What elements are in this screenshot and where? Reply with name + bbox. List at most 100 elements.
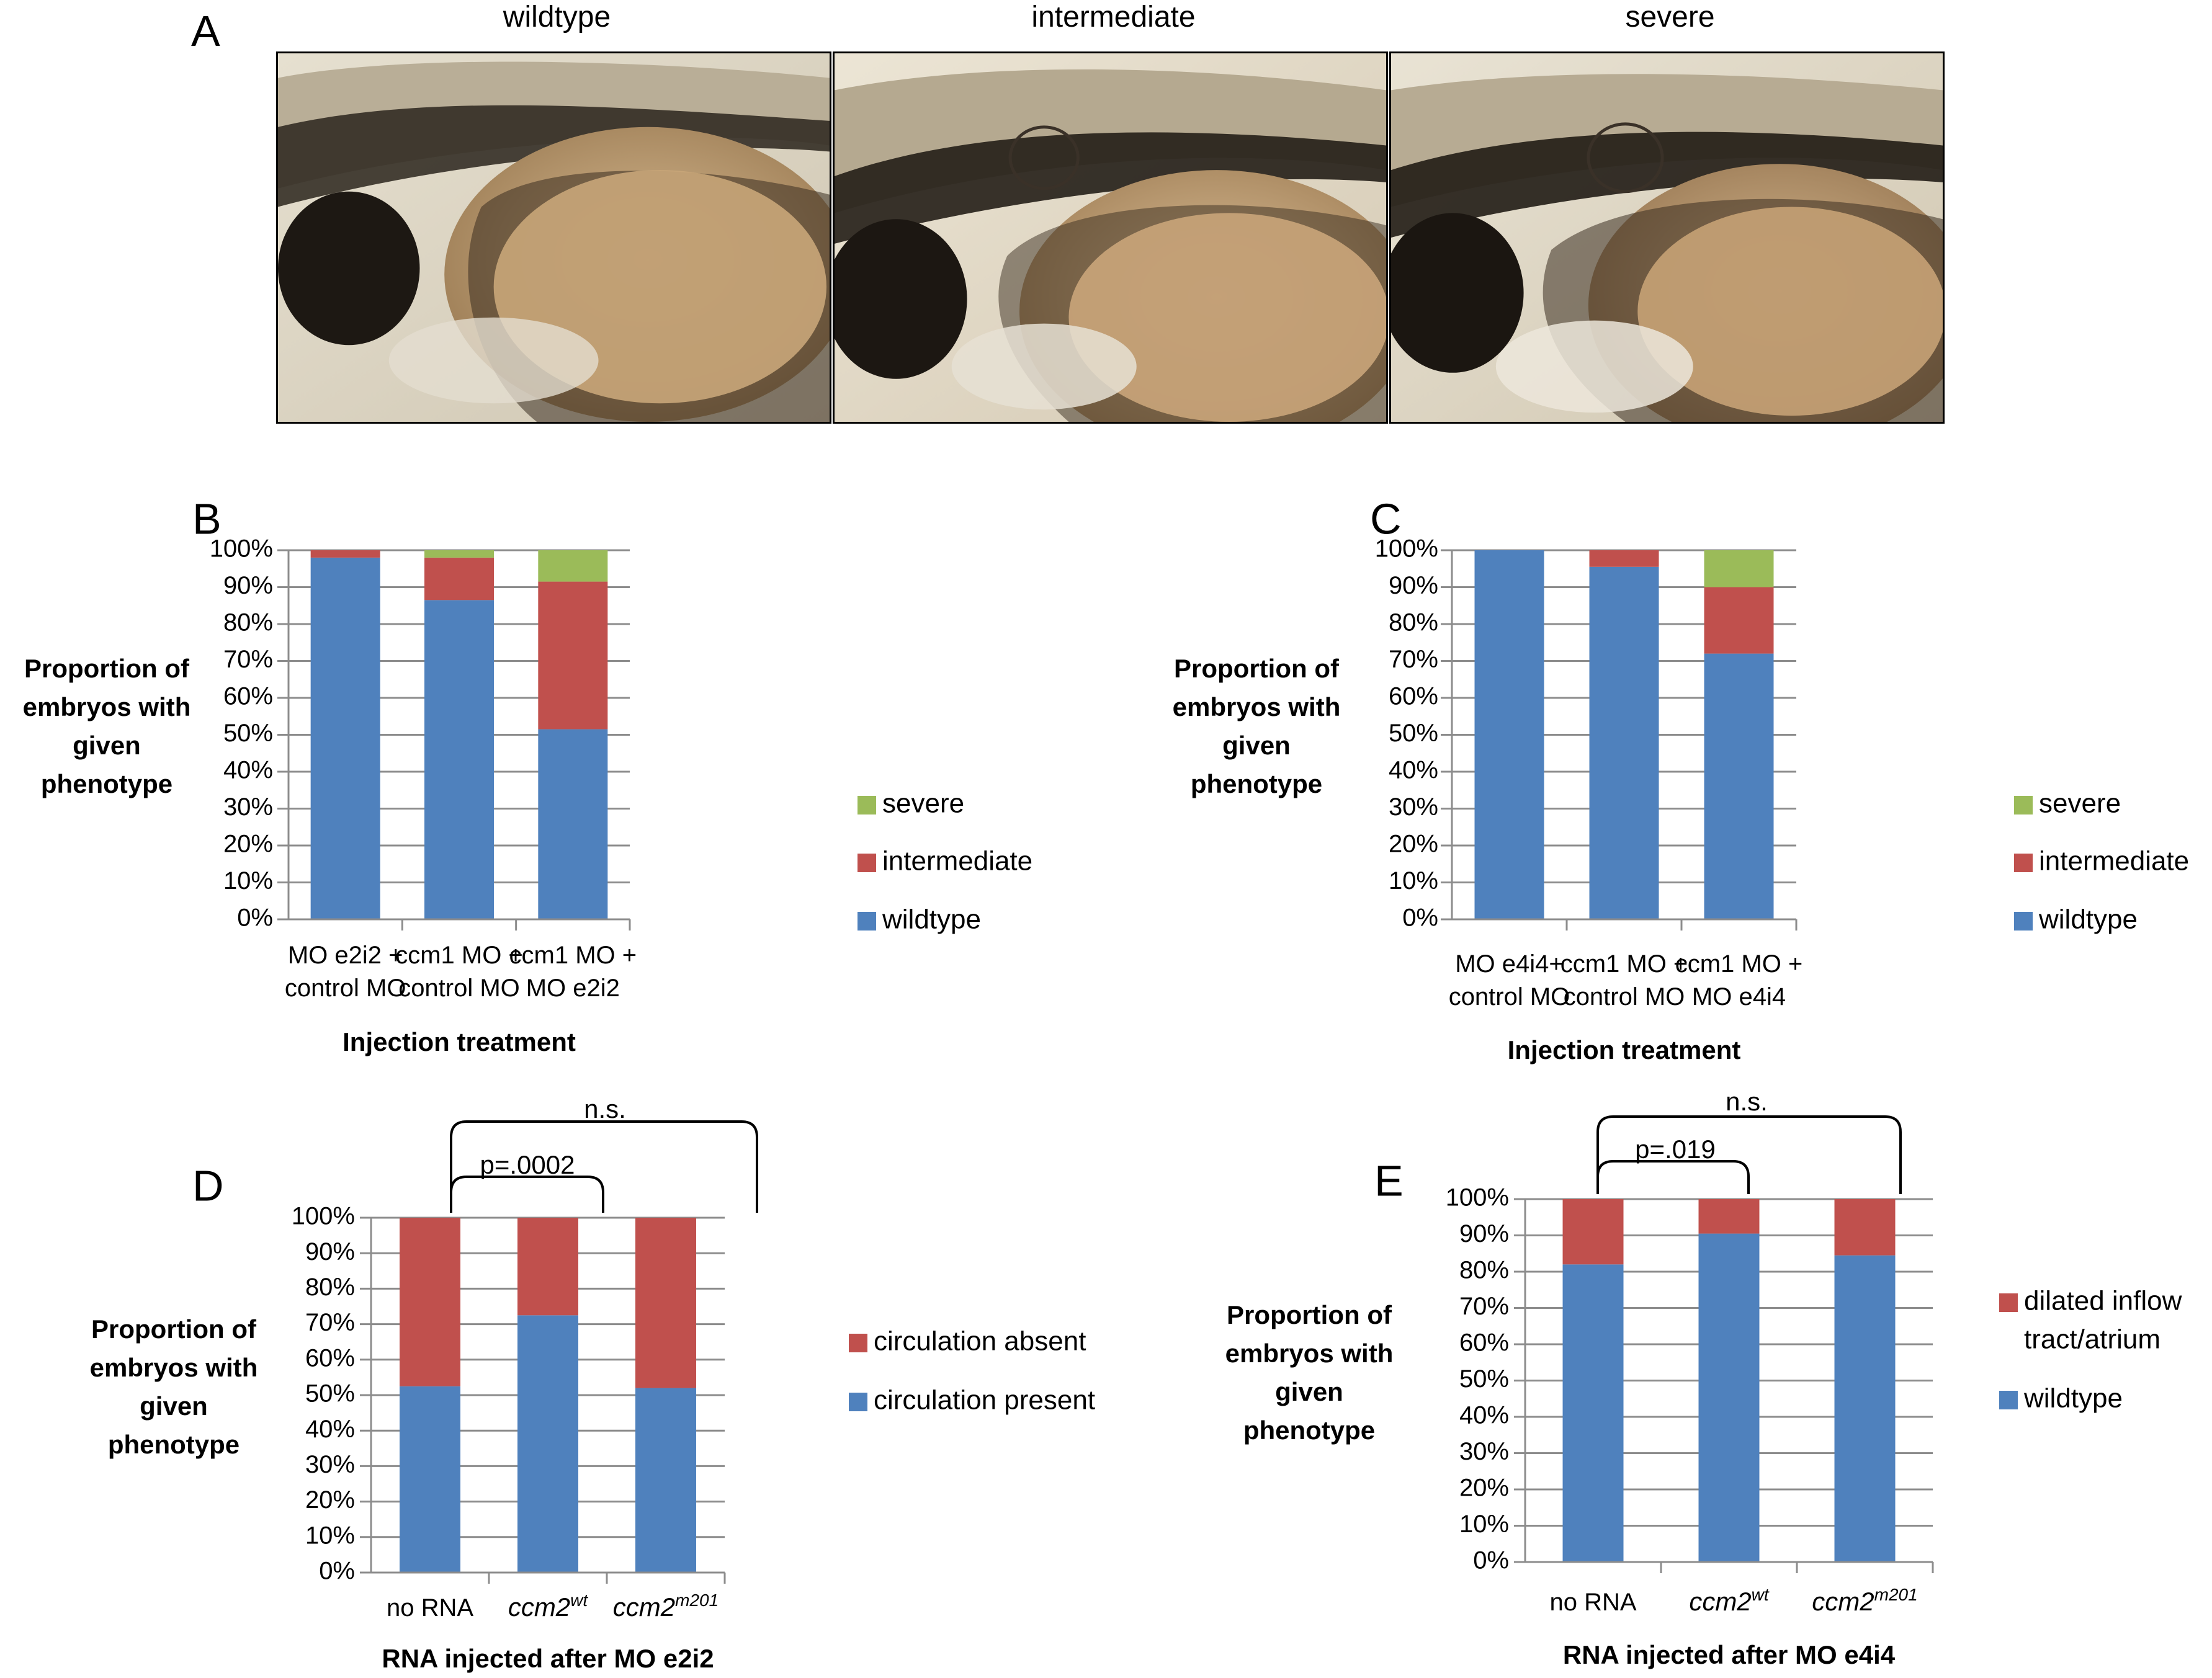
y-tick-label: 90% (305, 1238, 355, 1265)
y-tick-label: 30% (1389, 793, 1438, 821)
y-tick-label: 0% (319, 1558, 355, 1585)
y-tick-label: 0% (1473, 1547, 1509, 1574)
significance-bracket (450, 1176, 604, 1213)
photo-title-intermediate: intermediate (1031, 1, 1196, 33)
chart-b: B 0% 10% 20% 30% 40% 50% 60% 70% 80% 90% 100% Propor… (23, 494, 1033, 1056)
legend-swatch (849, 1334, 867, 1352)
x-category-label: control MO (1564, 983, 1685, 1011)
x-category-label: control MO (398, 975, 520, 1002)
photo-title-wildtype: wildtype (503, 1, 611, 33)
legend-label: wildtype (2023, 1383, 2123, 1414)
y-tick-label: 30% (223, 793, 273, 821)
bar-wildtype (1834, 1255, 1896, 1562)
y-tick-label: 0% (237, 904, 273, 932)
bar-intermediate (1704, 587, 1774, 654)
x-category-label: ccm1 MO + (509, 942, 637, 969)
y-axis-label: given (1275, 1377, 1343, 1406)
y-tick-label: 20% (1389, 831, 1438, 858)
x-category-label: MO e2i2 (526, 975, 620, 1002)
bar-wildtype (1704, 653, 1774, 919)
x-axis-title: RNA injected after MO e4i4 (1563, 1640, 1896, 1669)
legend-swatch (857, 854, 876, 872)
y-tick-label: 80% (1389, 609, 1438, 636)
x-axis-title: Injection treatment (1508, 1035, 1741, 1064)
legend-swatch (857, 912, 876, 930)
x-category-label: control MO (285, 975, 406, 1002)
legend-label: circulation absent (874, 1326, 1086, 1357)
y-tick-label: 50% (223, 720, 273, 747)
chart-c: C 0% 10% 20% 30% 40% 50% 60% 70% 80% 90% 100% Propor… (1173, 494, 2190, 1064)
y-tick-label: 20% (305, 1486, 355, 1514)
y-tick-label: 50% (1389, 720, 1438, 747)
legend-label: tract/atrium (2024, 1324, 2161, 1355)
y-tick-label: 40% (1459, 1402, 1509, 1429)
bar-intermediate (310, 550, 380, 558)
legend-label: intermediate (2039, 846, 2189, 877)
y-axis-label: Proportion of (1174, 654, 1340, 683)
y-axis-label: embryos with (1225, 1339, 1394, 1368)
y-tick-label: 60% (1459, 1329, 1509, 1357)
bar-wildtype (1698, 1233, 1760, 1562)
bar-dilated-inflow-tract-atrium (1698, 1199, 1760, 1234)
y-tick-label: 90% (223, 572, 273, 599)
significance-bracket (1596, 1160, 1750, 1194)
y-tick-label: 70% (223, 646, 273, 673)
y-tick-label: 90% (1459, 1220, 1509, 1247)
y-tick-label: 50% (305, 1380, 355, 1408)
photo-title-severe: severe (1625, 1, 1715, 33)
bar-wildtype (1589, 566, 1659, 919)
legend-label: intermediate (882, 846, 1032, 877)
y-tick-label: 30% (1459, 1438, 1509, 1465)
y-axis-label: phenotype (1243, 1416, 1375, 1445)
bar-wildtype (1562, 1264, 1624, 1562)
legend-swatch (2014, 912, 2033, 930)
significance-label: p=.019 (1635, 1135, 1716, 1164)
y-axis-label: phenotype (108, 1430, 240, 1459)
legend-swatch (849, 1393, 867, 1411)
bar-wildtype (424, 600, 494, 919)
x-category-label: MO e2i2 + (288, 942, 403, 969)
legend-swatch (2014, 854, 2033, 872)
bar-wildtype (538, 729, 608, 919)
legend-label: wildtype (2038, 904, 2138, 935)
legend-swatch (1999, 1293, 2018, 1312)
y-tick-label: 30% (305, 1451, 355, 1478)
bar-dilated-inflow-tract-atrium (1834, 1199, 1896, 1256)
y-axis-label: embryos with (23, 692, 191, 721)
bar-wildtype (310, 557, 380, 919)
y-tick-label: 10% (305, 1522, 355, 1549)
x-category-label: control MO (1449, 983, 1570, 1011)
bar-circulation-present (517, 1315, 578, 1573)
x-category-label: no RNA (1549, 1589, 1636, 1616)
y-tick-label: 80% (305, 1274, 355, 1301)
y-tick-label: 20% (1459, 1475, 1509, 1502)
y-axis-label: phenotype (41, 769, 172, 798)
y-tick-label: 70% (305, 1309, 355, 1336)
bar-wildtype (1474, 550, 1544, 919)
legend-label: wildtype (882, 904, 981, 935)
y-axis-label: embryos with (90, 1353, 258, 1382)
y-tick-label: 70% (1459, 1293, 1509, 1320)
y-tick-label: 40% (1389, 757, 1438, 784)
bar-intermediate (538, 581, 608, 730)
legend-label: severe (882, 788, 964, 819)
x-axis-title: Injection treatment (343, 1027, 576, 1056)
y-tick-label: 10% (1389, 867, 1438, 895)
legend-swatch (2014, 796, 2033, 814)
chart-e: E 0% 10% 20% 30% 40% 50% 60% 70% 80% 90% 100% Propor… (1225, 1087, 2182, 1669)
y-tick-label: 100% (292, 1203, 355, 1230)
bar-circulation-absent (635, 1218, 696, 1388)
x-category-label: ccm2m201 (613, 1591, 719, 1622)
x-category-label: ccm2wt (1689, 1585, 1770, 1616)
panel-letter-b: B (192, 494, 222, 543)
y-tick-label: 40% (305, 1416, 355, 1443)
y-tick-label: 40% (223, 757, 273, 784)
y-tick-label: 10% (223, 867, 273, 895)
y-tick-label: 60% (305, 1344, 355, 1372)
bar-severe (1704, 550, 1774, 587)
panel-letter-c: C (1370, 494, 1402, 543)
bar-circulation-present (635, 1388, 696, 1573)
y-tick-label: 70% (1389, 646, 1438, 673)
y-axis-label: given (140, 1391, 208, 1421)
